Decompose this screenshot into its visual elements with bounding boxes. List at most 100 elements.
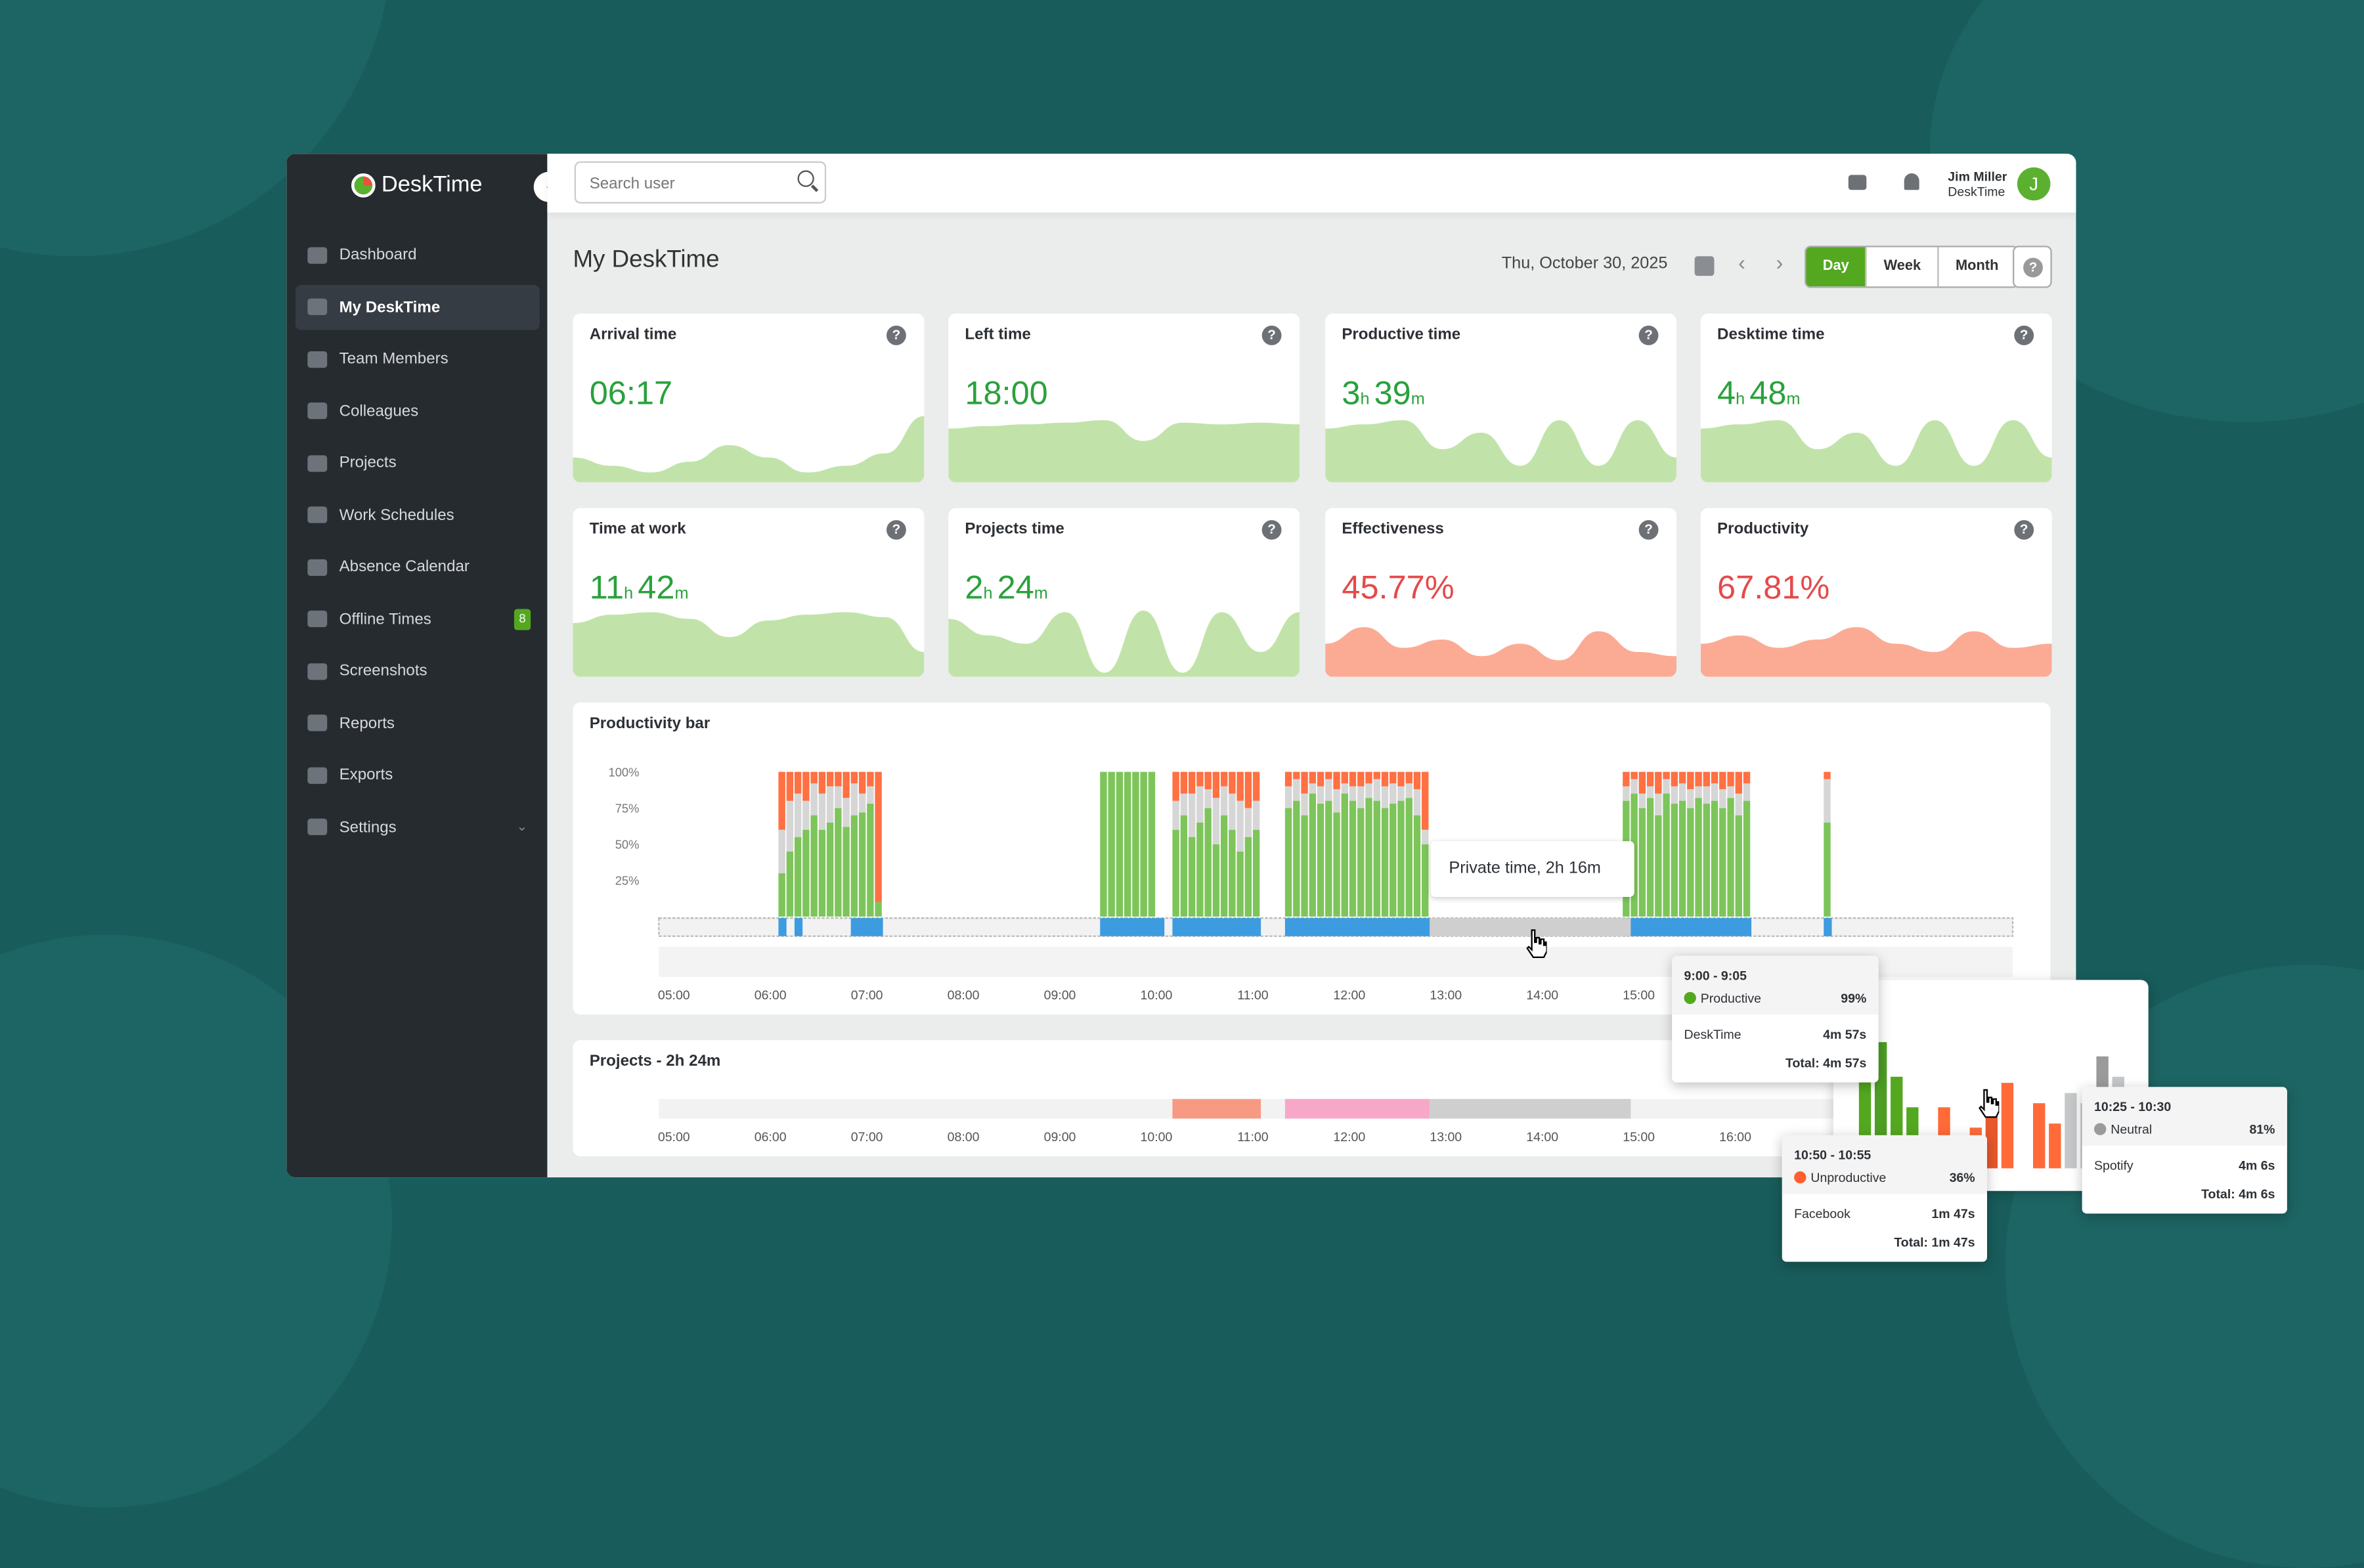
neutral-bar[interactable] — [1735, 793, 1742, 816]
prev-day-button[interactable]: ‹ — [1738, 250, 1745, 274]
productive-bar[interactable] — [1671, 803, 1678, 917]
productive-bar[interactable] — [1132, 772, 1139, 917]
unproductive-bar[interactable] — [858, 772, 866, 794]
neutral-bar[interactable] — [1824, 779, 1831, 823]
unproductive-bar[interactable] — [1309, 772, 1317, 784]
productive-bar[interactable] — [867, 803, 874, 917]
project-block[interactable] — [1430, 1099, 1631, 1119]
neutral-bar[interactable] — [1623, 786, 1630, 801]
unproductive-bar[interactable] — [1301, 772, 1308, 794]
unproductive-bar[interactable] — [818, 772, 826, 794]
unproductive-bar[interactable] — [1743, 772, 1751, 784]
unproductive-bar[interactable] — [1349, 772, 1357, 787]
productive-bar[interactable] — [1824, 822, 1831, 917]
productive-bar[interactable] — [1687, 808, 1694, 917]
mini-bar[interactable] — [2049, 1123, 2061, 1169]
neutral-bar[interactable] — [1325, 779, 1332, 801]
neutral-bar[interactable] — [1204, 789, 1212, 808]
productive-bar[interactable] — [1390, 803, 1397, 917]
neutral-bar[interactable] — [1671, 786, 1678, 804]
productive-bar[interactable] — [1100, 772, 1107, 917]
neutral-bar[interactable] — [778, 829, 785, 873]
unproductive-bar[interactable] — [1703, 772, 1711, 787]
activity-segment[interactable] — [1100, 918, 1165, 936]
productive-bar[interactable] — [1124, 772, 1131, 917]
chat-icon[interactable] — [1848, 175, 1867, 190]
help-icon[interactable]: ? — [1638, 520, 1659, 540]
neutral-bar[interactable] — [1349, 786, 1357, 801]
activity-segment[interactable] — [1172, 918, 1261, 936]
unproductive-bar[interactable] — [1317, 772, 1324, 787]
help-icon[interactable]: ? — [2014, 520, 2034, 540]
unproductive-bar[interactable] — [1390, 772, 1397, 784]
avatar[interactable]: J — [2017, 167, 2051, 201]
productive-bar[interactable] — [1212, 844, 1220, 917]
neutral-bar[interactable] — [858, 793, 866, 813]
productive-bar[interactable] — [1108, 772, 1115, 917]
productive-bar[interactable] — [1743, 800, 1751, 917]
productive-bar[interactable] — [802, 829, 810, 917]
unproductive-bar[interactable] — [1293, 772, 1300, 779]
unproductive-bar[interactable] — [1365, 772, 1372, 784]
unproductive-bar[interactable] — [1671, 772, 1678, 787]
productive-bar[interactable] — [1284, 808, 1292, 917]
productive-bar[interactable] — [1244, 837, 1252, 917]
neutral-bar[interactable] — [1229, 793, 1236, 830]
productive-bar[interactable] — [1727, 798, 1734, 917]
neutral-bar[interactable] — [826, 786, 834, 823]
unproductive-bar[interactable] — [1695, 772, 1702, 787]
productive-bar[interactable] — [1413, 815, 1421, 917]
productive-bar[interactable] — [1237, 851, 1244, 917]
help-icon[interactable]: ? — [1261, 520, 1282, 540]
neutral-bar[interactable] — [1293, 779, 1300, 801]
neutral-bar[interactable] — [786, 800, 794, 852]
productive-bar[interactable] — [1148, 772, 1156, 917]
help-icon[interactable]: ? — [886, 520, 906, 540]
bell-icon[interactable] — [1904, 173, 1919, 190]
productive-bar[interactable] — [1695, 798, 1702, 917]
neutral-bar[interactable] — [1196, 786, 1204, 823]
neutral-bar[interactable] — [850, 783, 858, 816]
neutral-bar[interactable] — [794, 793, 802, 837]
neutral-bar[interactable] — [1172, 800, 1179, 830]
productive-bar[interactable] — [1333, 812, 1340, 917]
unproductive-bar[interactable] — [1244, 772, 1252, 808]
neutral-bar[interactable] — [1655, 793, 1662, 816]
mini-bar[interactable] — [2065, 1093, 2077, 1169]
productive-bar[interactable] — [875, 902, 882, 917]
neutral-bar[interactable] — [1687, 789, 1694, 808]
unproductive-bar[interactable] — [1735, 772, 1742, 794]
productive-bar[interactable] — [1703, 803, 1711, 917]
neutral-bar[interactable] — [1309, 783, 1317, 794]
sidebar-item-offline-times[interactable]: Offline Times 8 — [296, 596, 540, 642]
unproductive-bar[interactable] — [1413, 772, 1421, 789]
activity-segment[interactable] — [1284, 918, 1430, 936]
productive-bar[interactable] — [1422, 844, 1429, 917]
next-day-button[interactable]: › — [1776, 250, 1784, 274]
unproductive-bar[interactable] — [1212, 772, 1220, 798]
neutral-bar[interactable] — [1317, 786, 1324, 804]
productive-bar[interactable] — [1188, 837, 1196, 917]
private-time-segment[interactable] — [1430, 918, 1631, 936]
productive-bar[interactable] — [1172, 829, 1179, 917]
unproductive-bar[interactable] — [1422, 772, 1429, 830]
activity-segment[interactable] — [850, 918, 883, 936]
neutral-bar[interactable] — [1390, 783, 1397, 804]
activity-segment[interactable] — [1623, 918, 1752, 936]
productive-bar[interactable] — [1116, 772, 1124, 917]
productive-bar[interactable] — [1405, 798, 1412, 917]
mini-bar[interactable] — [2033, 1103, 2046, 1169]
productive-bar[interactable] — [1325, 800, 1332, 917]
productive-bar[interactable] — [1204, 808, 1212, 917]
unproductive-bar[interactable] — [1252, 772, 1260, 801]
unproductive-bar[interactable] — [1719, 772, 1726, 789]
project-block[interactable] — [1172, 1099, 1261, 1119]
neutral-bar[interactable] — [818, 793, 826, 830]
productive-bar[interactable] — [1341, 793, 1348, 917]
sidebar-item-absence-calendar[interactable]: Absence Calendar — [296, 544, 540, 590]
neutral-bar[interactable] — [1405, 783, 1412, 798]
range-day-button[interactable]: Day — [1806, 247, 1868, 287]
neutral-bar[interactable] — [1631, 779, 1638, 794]
neutral-bar[interactable] — [1703, 786, 1711, 804]
neutral-bar[interactable] — [1188, 793, 1196, 837]
